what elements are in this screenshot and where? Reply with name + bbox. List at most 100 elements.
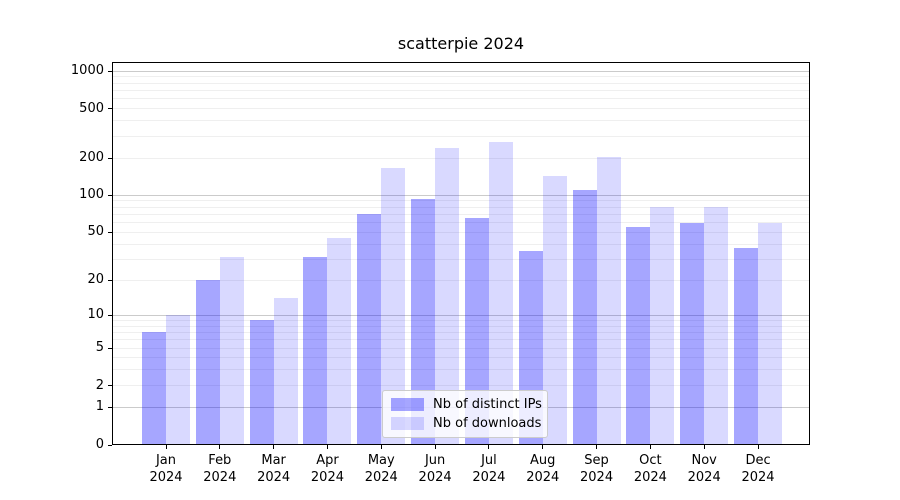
x-label-year: 2024 (203, 470, 237, 485)
y-tick-label: 500 (79, 100, 104, 116)
x-label-month: Sep (584, 453, 609, 468)
gridline-major (112, 314, 810, 316)
gridline-minor (112, 98, 810, 100)
plot-area (112, 62, 810, 445)
x-label-month: Oct (639, 453, 662, 468)
y-tick (108, 157, 112, 159)
y-tick-label: 20 (87, 272, 104, 288)
gridline-minor (112, 231, 810, 233)
gridline-minor (112, 357, 810, 359)
gridline-minor (112, 369, 810, 371)
gridline-minor (112, 339, 810, 341)
gridline-minor (112, 206, 810, 208)
x-label-year: 2024 (741, 470, 775, 485)
legend-swatch-distinct-ips (391, 398, 424, 411)
y-tick (108, 314, 112, 316)
bar-nb-of-downloads-oct (650, 207, 675, 445)
gridline-minor (112, 319, 810, 321)
y-tick (108, 444, 112, 446)
gridline-minor (112, 331, 810, 333)
x-label-month: Dec (745, 453, 771, 468)
y-tick-label: 0 (95, 437, 104, 452)
x-tick-label: Apr 2024 (299, 452, 355, 486)
bar-nb-of-distinct-ips-oct (626, 227, 651, 445)
y-tick (108, 108, 112, 110)
y-tick-label: 2 (95, 377, 104, 393)
x-tick (165, 445, 167, 449)
x-label-year: 2024 (149, 470, 183, 485)
x-tick (273, 445, 275, 449)
gridline-minor (112, 200, 810, 202)
bar-nb-of-distinct-ips-nov (680, 222, 705, 445)
bar-nb-of-distinct-ips-feb (195, 280, 220, 445)
x-label-year: 2024 (364, 470, 398, 485)
y-tick (108, 347, 112, 349)
gridline-major (112, 194, 810, 196)
bar-nb-of-downloads-sep (596, 157, 621, 445)
x-tick-label: Oct 2024 (622, 452, 678, 486)
y-tick (108, 70, 112, 72)
gridline-minor (112, 222, 810, 224)
legend-swatch-downloads (391, 417, 424, 430)
gridline-minor (112, 82, 810, 84)
bar-nb-of-downloads-jan (166, 315, 190, 445)
bar-nb-of-downloads-dec (758, 222, 783, 445)
x-label-year: 2024 (580, 470, 614, 485)
y-tick-label: 50 (87, 224, 104, 240)
y-tick-label: 200 (79, 150, 104, 166)
x-tick-label: Sep 2024 (569, 452, 625, 486)
x-tick (649, 445, 651, 449)
x-tick-label: Dec 2024 (730, 452, 786, 486)
x-tick-label: Jun 2024 (407, 452, 463, 486)
y-tick (108, 279, 112, 281)
bar-nb-of-downloads-nov (704, 207, 729, 445)
gridline-minor (112, 258, 810, 260)
x-label-year: 2024 (257, 470, 291, 485)
gridline-minor (112, 325, 810, 327)
x-tick (326, 445, 328, 449)
x-label-year: 2024 (472, 470, 506, 485)
x-tick (703, 445, 705, 449)
x-tick-label: Aug 2024 (515, 452, 571, 486)
x-label-month: Nov (691, 453, 717, 468)
legend-label: Nb of distinct IPs (433, 397, 542, 412)
y-tick-label: 1 (95, 399, 104, 415)
legend-label: Nb of downloads (433, 416, 542, 431)
x-label-month: Aug (530, 453, 556, 468)
x-tick (434, 445, 436, 449)
y-tick (108, 385, 112, 387)
gridline-minor (112, 76, 810, 78)
x-label-month: Apr (316, 453, 339, 468)
bar-nb-of-distinct-ips-jan (142, 332, 166, 445)
bar-nb-of-downloads-mar (273, 298, 298, 445)
bar-nb-of-distinct-ips-dec (734, 248, 759, 445)
legend-item: Nb of downloads (391, 416, 542, 431)
legend-item: Nb of distinct IPs (391, 397, 542, 412)
y-tick (108, 231, 112, 233)
bar-nb-of-distinct-ips-apr (303, 257, 328, 445)
x-tick-label: Jul 2024 (461, 452, 517, 486)
y-tick (108, 406, 112, 408)
x-tick-label: Jan 2024 (138, 452, 194, 486)
x-label-month: Jul (481, 453, 497, 468)
gridline-minor (112, 89, 810, 91)
x-label-year: 2024 (633, 470, 667, 485)
y-tick-label: 10 (87, 307, 104, 323)
x-tick-label: Feb 2024 (192, 452, 248, 486)
y-tick-label: 1000 (70, 63, 104, 79)
x-label-month: Mar (261, 453, 286, 468)
x-label-month: May (367, 453, 395, 468)
legend: Nb of distinct IPs Nb of downloads (382, 390, 548, 438)
y-tick-label: 5 (95, 340, 104, 356)
gridline-minor (112, 108, 810, 110)
y-tick-label: 100 (79, 187, 104, 203)
gridline-minor (112, 135, 810, 137)
bar-nb-of-distinct-ips-mar (249, 320, 274, 445)
bar-nb-of-distinct-ips-may (357, 213, 382, 445)
gridline-major (112, 70, 810, 72)
bar-nb-of-downloads-feb (219, 257, 244, 445)
x-label-month: Jan (155, 453, 177, 468)
x-tick (542, 445, 544, 449)
x-tick (757, 445, 759, 449)
